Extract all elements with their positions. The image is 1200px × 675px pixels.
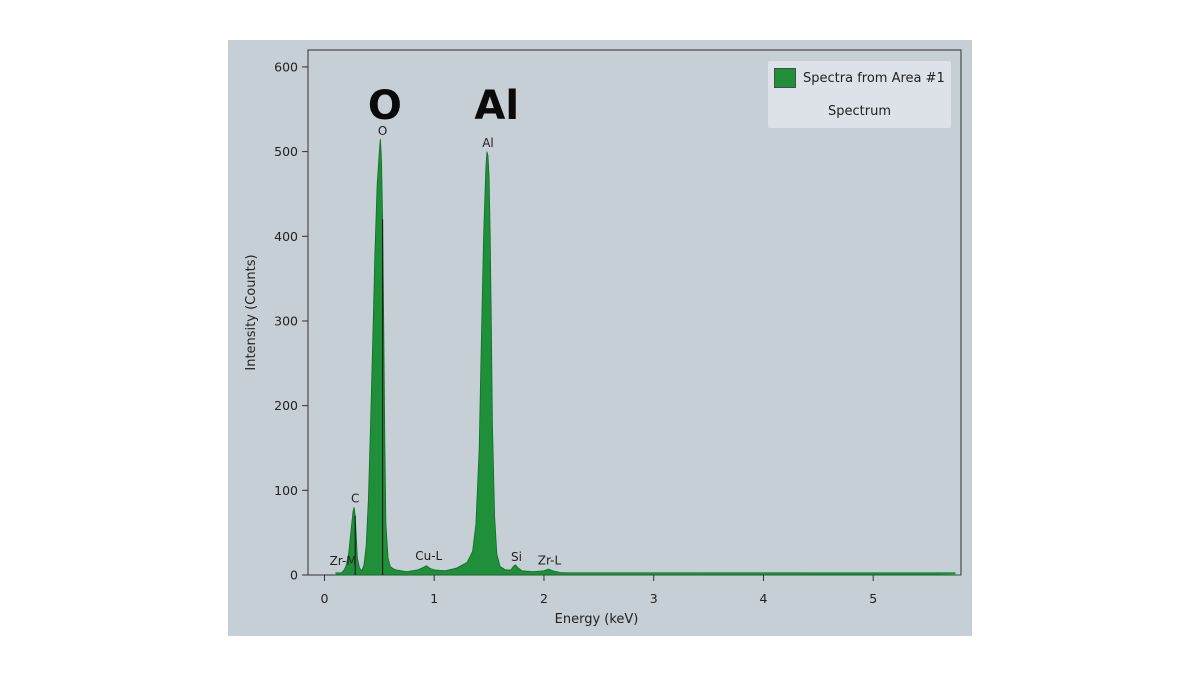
legend-swatch <box>774 68 796 88</box>
y-tick-label: 400 <box>274 229 298 244</box>
plot-frame <box>307 49 962 576</box>
x-tick-label: 5 <box>869 591 877 606</box>
y-tick-label: 100 <box>274 483 298 498</box>
peak-label-al: Al <box>482 136 494 150</box>
x-axis-title: Energy (keV) <box>555 612 639 627</box>
spectrum-chart: 0 100 200 300 400 500 600 0 1 2 3 4 5 Energy (keV) Int… <box>244 49 962 627</box>
peak-label-c: C <box>351 492 359 506</box>
x-tick-label: 1 <box>430 591 438 606</box>
peak-label-o: O <box>378 124 387 138</box>
y-tick-label: 0 <box>290 568 298 583</box>
y-tick-label: 600 <box>274 59 298 74</box>
y-axis-title: Intensity (Counts) <box>244 254 259 370</box>
big-element-label-o: O <box>368 83 402 129</box>
y-tick-label: 200 <box>274 398 298 413</box>
spectrum-area <box>335 138 962 576</box>
x-tick-label: 4 <box>759 591 767 606</box>
big-element-label-al: Al <box>474 83 519 129</box>
peak-label-si: Si <box>511 550 522 564</box>
chart-panel: 0 100 200 300 400 500 600 0 1 2 3 4 5 Energy (keV) Int… <box>228 40 972 636</box>
x-tick-label: 0 <box>320 591 328 606</box>
peak-label-zr-l: Zr-L <box>538 553 562 567</box>
y-tick-label: 500 <box>274 144 298 159</box>
y-tick-label: 300 <box>274 313 298 328</box>
peak-label-cu-l: Cu-L <box>415 549 442 563</box>
peak-label-zr-m: Zr-M <box>330 554 357 568</box>
x-tick-label: 3 <box>650 591 658 606</box>
legend-subtitle: Spectrum <box>828 104 891 119</box>
x-tick-label: 2 <box>540 591 548 606</box>
legend[interactable]: Spectra from Area #1 Spectrum <box>768 61 951 128</box>
legend-series-label: Spectra from Area #1 <box>803 71 945 86</box>
